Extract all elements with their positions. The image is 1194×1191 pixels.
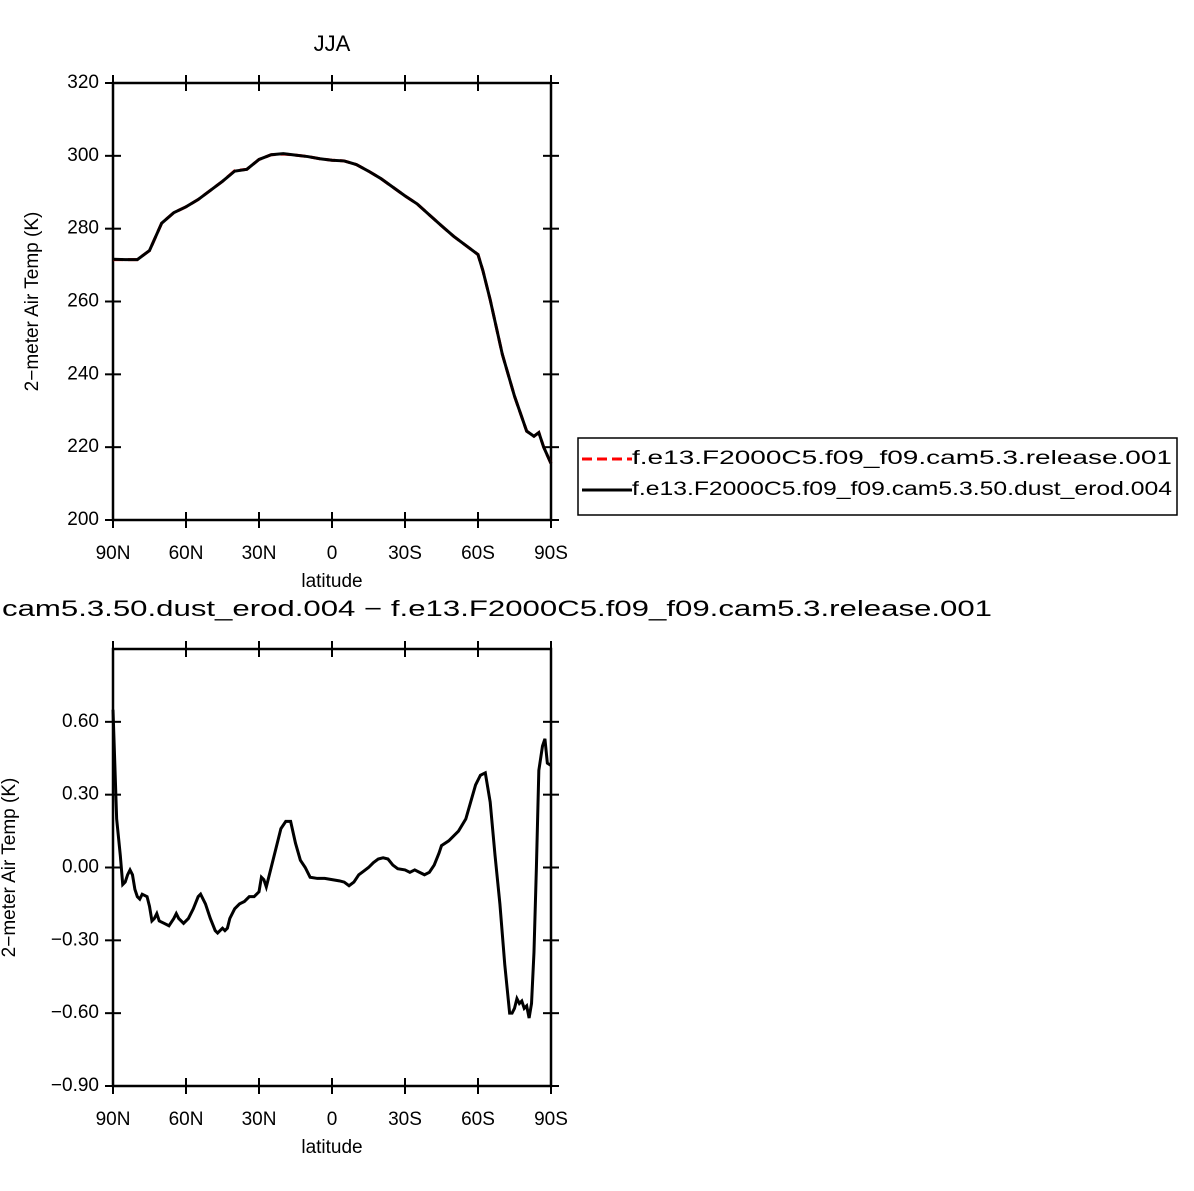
x-tick-label: 60S (461, 1109, 495, 1130)
data-line (111, 709, 552, 1019)
legend-label: f.e13.F2000C5.f09_f09.cam5.3.release.001 (632, 448, 1172, 469)
y-tick-label: 240 (67, 363, 99, 384)
chart-title: cam5.3.50.dust_erod.004 − f.e13.F2000C5.… (2, 596, 992, 621)
y-tick-label: 320 (67, 72, 99, 93)
legend-box (577, 437, 1178, 516)
y-tick-label: 0.30 (62, 784, 99, 805)
x-tick-label: 90N (96, 543, 131, 564)
x-tick-label: 30S (388, 543, 422, 564)
y-tick-label: −0.90 (51, 1075, 99, 1096)
x-tick-label: 60N (169, 1109, 204, 1130)
x-tick-label: 0 (327, 543, 338, 564)
y-tick-label: 0.60 (62, 711, 99, 732)
y-tick-label: −0.30 (51, 929, 99, 950)
x-tick-label: 90N (96, 1109, 131, 1130)
plot-frame (111, 647, 553, 1088)
data-line (112, 152, 553, 465)
x-tick-label: 30S (388, 1109, 422, 1130)
y-tick-label: 260 (67, 291, 99, 312)
legend-label: f.e13.F2000C5.f09_f09.cam5.3.50.dust_ero… (632, 479, 1173, 500)
y-tick-label: 0.00 (62, 857, 99, 878)
x-tick-label: 90S (534, 543, 568, 564)
x-tick-label: 90S (534, 1109, 568, 1130)
x-tick-label: 30N (242, 543, 277, 564)
x-tick-label: 60S (461, 543, 495, 564)
x-tick-label: 30N (242, 1109, 277, 1130)
y-tick-label: −0.60 (51, 1002, 99, 1023)
chart-title: JJA (314, 31, 351, 56)
x-tick-label: 60N (169, 543, 204, 564)
y-tick-label: 220 (67, 436, 99, 457)
x-axis-label: latitude (301, 571, 362, 592)
y-tick-label: 300 (67, 145, 99, 166)
y-axis-label: 2−meter Air Temp (K) (0, 778, 20, 958)
x-axis-label: latitude (301, 1137, 362, 1158)
plot-frame (111, 81, 553, 522)
x-tick-label: 0 (327, 1109, 338, 1130)
y-tick-label: 200 (67, 509, 99, 530)
y-axis-label: 2−meter Air Temp (K) (22, 212, 43, 392)
data-line (113, 152, 553, 465)
y-tick-label: 280 (67, 218, 99, 239)
